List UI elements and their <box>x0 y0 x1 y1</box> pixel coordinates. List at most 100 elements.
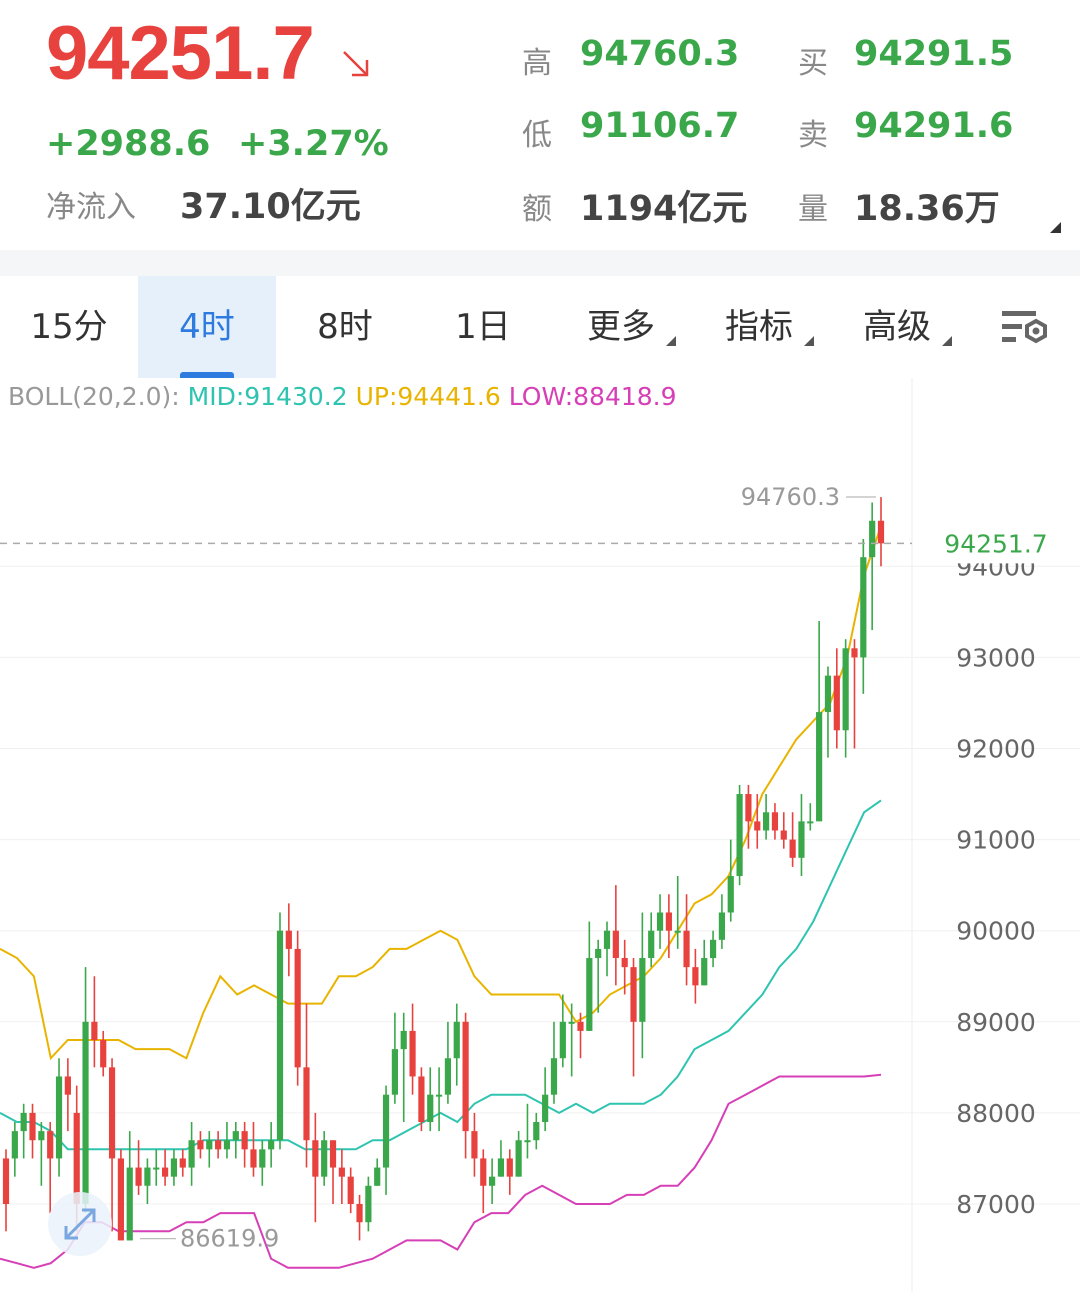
ask-value: 94291.6 <box>854 106 1014 146</box>
candle-body <box>347 1176 354 1204</box>
price-change: +2988.6 <box>46 124 211 164</box>
candle-body <box>833 675 840 731</box>
candle-body <box>170 1158 178 1177</box>
candle-body <box>215 1140 222 1150</box>
candle-body <box>303 1067 310 1141</box>
expand-chart-icon[interactable] <box>48 1192 112 1256</box>
y-tick-label: 91000 <box>956 826 1036 855</box>
candle-body <box>418 1076 425 1123</box>
bid-label: 买 <box>798 46 828 81</box>
candle-body <box>47 1131 54 1159</box>
tab-15min[interactable]: 15分 <box>0 276 138 378</box>
candle-body <box>816 712 823 822</box>
candle-body <box>329 1140 337 1168</box>
candle-body <box>736 794 743 877</box>
candle-body <box>82 1021 89 1204</box>
candle-body <box>533 1122 540 1141</box>
candle-body <box>824 675 832 713</box>
candle-body <box>409 1030 416 1077</box>
expand-arrows <box>64 1208 96 1240</box>
candle-body <box>489 1176 496 1186</box>
candle-body <box>241 1131 248 1150</box>
boll-upper-line <box>0 525 882 1061</box>
candle-body <box>612 930 619 959</box>
high-label: 高 <box>522 46 552 81</box>
boll-mid-value: MID:91430.2 <box>187 382 348 411</box>
candle-body <box>2 1158 10 1204</box>
tab-1d[interactable]: 1日 <box>414 276 552 378</box>
candle-body <box>444 1058 452 1095</box>
candle-body <box>223 1140 231 1150</box>
candle-body <box>665 912 672 931</box>
ask-label: 卖 <box>798 118 828 153</box>
candle-body <box>780 830 787 840</box>
candle-body <box>126 1167 133 1241</box>
candle-body <box>639 958 646 1022</box>
tab-more[interactable]: 更多 <box>552 276 690 378</box>
current-price-tag <box>914 523 1080 564</box>
candle-body <box>603 930 611 949</box>
tab-label: 更多 <box>587 307 655 347</box>
tab-4h[interactable]: 4时 <box>138 276 276 378</box>
boll-lower-value: LOW:88418.9 <box>508 382 677 411</box>
candle-body <box>100 1040 107 1068</box>
candle-body <box>11 1131 18 1159</box>
candle-body <box>188 1140 195 1168</box>
chart-labels: 9400093000920009100090000890008800087000… <box>0 483 1080 1256</box>
candle-body <box>365 1185 372 1223</box>
candle-body <box>480 1158 487 1186</box>
candle-body <box>506 1158 513 1177</box>
boll-lower-line <box>0 1073 882 1269</box>
tab-label: 指标 <box>725 307 793 347</box>
candle-body <box>842 648 849 731</box>
candle-body <box>656 912 664 931</box>
candle-body <box>524 1140 531 1143</box>
candle-body <box>91 1021 98 1041</box>
turnover-label: 额 <box>522 192 552 227</box>
candle-body <box>427 1094 434 1123</box>
candle-body <box>356 1204 363 1223</box>
dropdown-triangle-icon <box>942 336 952 346</box>
candle-body <box>798 821 805 858</box>
candle-body <box>648 930 655 959</box>
candle-body <box>117 1158 124 1241</box>
tab-label: 4时 <box>179 307 235 347</box>
candle-body <box>542 1094 549 1123</box>
bid-value: 94291.5 <box>854 34 1014 74</box>
candle-body <box>338 1167 345 1177</box>
dropdown-triangle-icon <box>666 336 676 346</box>
candle-body <box>268 1140 275 1150</box>
candle-body <box>382 1094 390 1168</box>
dropdown-triangle-icon <box>804 336 814 346</box>
candle-body <box>374 1167 381 1186</box>
candle-body <box>64 1076 71 1095</box>
candle-body <box>497 1158 505 1177</box>
candle-body <box>38 1131 45 1141</box>
boll-upper-value: UP:94441.6 <box>355 382 501 411</box>
tab-indicators[interactable]: 指标 <box>690 276 828 378</box>
volume-value: 18.36万 <box>854 189 1000 229</box>
candle-body <box>55 1076 63 1159</box>
candle-body <box>515 1140 522 1177</box>
y-tick-label: 88000 <box>956 1099 1036 1128</box>
candle-body <box>586 958 593 1031</box>
candle-body <box>550 1058 558 1095</box>
candles <box>2 497 885 1241</box>
boll-bands <box>0 525 882 1269</box>
expand-corner-icon[interactable] <box>1050 222 1061 233</box>
net-inflow-label: 净流入 <box>46 190 136 225</box>
y-tick-label: 90000 <box>956 917 1036 946</box>
candle-body <box>692 967 699 986</box>
candle-body <box>232 1131 239 1141</box>
tab-advanced[interactable]: 高级 <box>828 276 966 378</box>
tab-8h[interactable]: 8时 <box>276 276 414 378</box>
chart-settings-icon[interactable] <box>980 276 1070 378</box>
candle-body <box>807 821 814 824</box>
candle-body <box>595 948 602 959</box>
candlestick-chart[interactable]: 9400093000920009100090000890008800087000… <box>0 378 1080 1292</box>
y-tick-label: 87000 <box>956 1190 1036 1219</box>
candle-body <box>161 1167 169 1177</box>
candle-body <box>754 821 761 831</box>
current-price-label: 94251.7 <box>944 529 1047 558</box>
candle-body <box>259 1149 266 1168</box>
